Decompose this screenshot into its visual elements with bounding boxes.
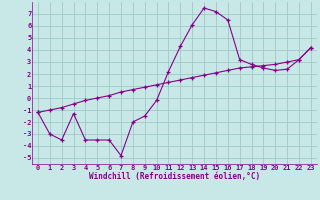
X-axis label: Windchill (Refroidissement éolien,°C): Windchill (Refroidissement éolien,°C) [89, 172, 260, 181]
